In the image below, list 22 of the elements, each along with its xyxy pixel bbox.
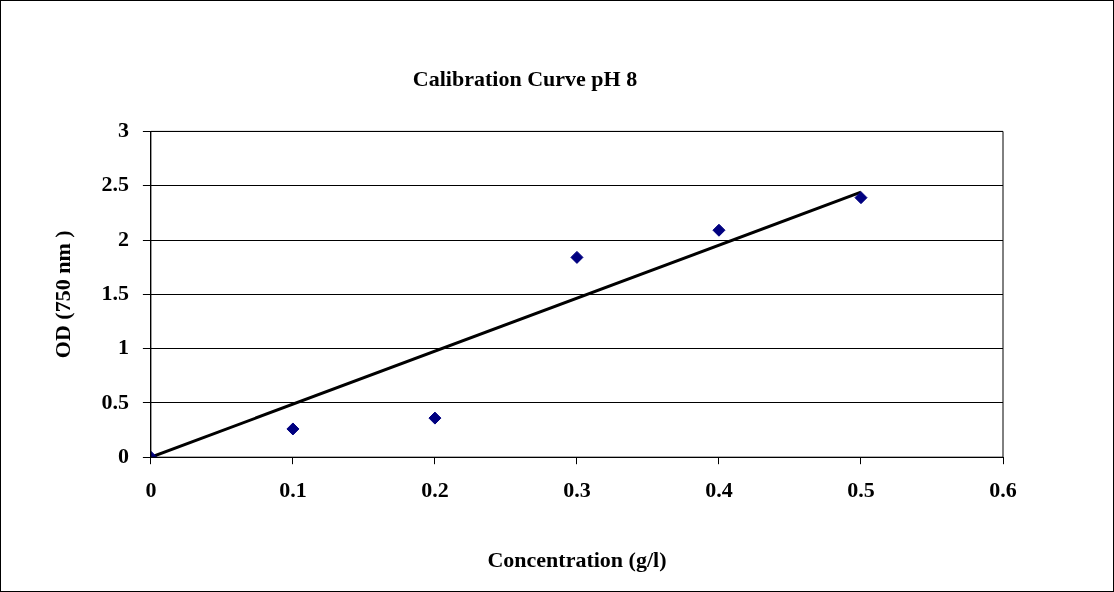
x-tick-label: 0.6	[989, 477, 1017, 503]
point	[854, 191, 868, 205]
chart-title: Calibration Curve pH 8	[412, 65, 638, 91]
point	[712, 223, 726, 237]
y-tick-label: 1	[117, 334, 129, 360]
x-tick-label: 0.5	[847, 477, 875, 503]
x-tick-label: 0	[145, 477, 157, 503]
x-tick-label: 0.2	[421, 477, 449, 503]
point	[428, 411, 442, 425]
y-tick-label: 0.5	[101, 388, 129, 414]
x-tick-label: 0.3	[563, 477, 591, 503]
x-tick-label: 0.4	[705, 477, 733, 503]
y-tick-label: 2	[117, 225, 129, 251]
y-tick-label: 3	[117, 117, 129, 143]
x-axis-title: Concentration (g/l)	[487, 547, 667, 573]
y-tick-label: 2.5	[101, 171, 129, 197]
y-axis-title: OD (750 nm )	[49, 230, 75, 359]
point	[570, 250, 584, 264]
y-tick-label: 1.5	[101, 279, 129, 305]
x-tick-label: 0.1	[279, 477, 307, 503]
y-tick-label: 0	[117, 442, 129, 468]
point	[286, 422, 300, 436]
